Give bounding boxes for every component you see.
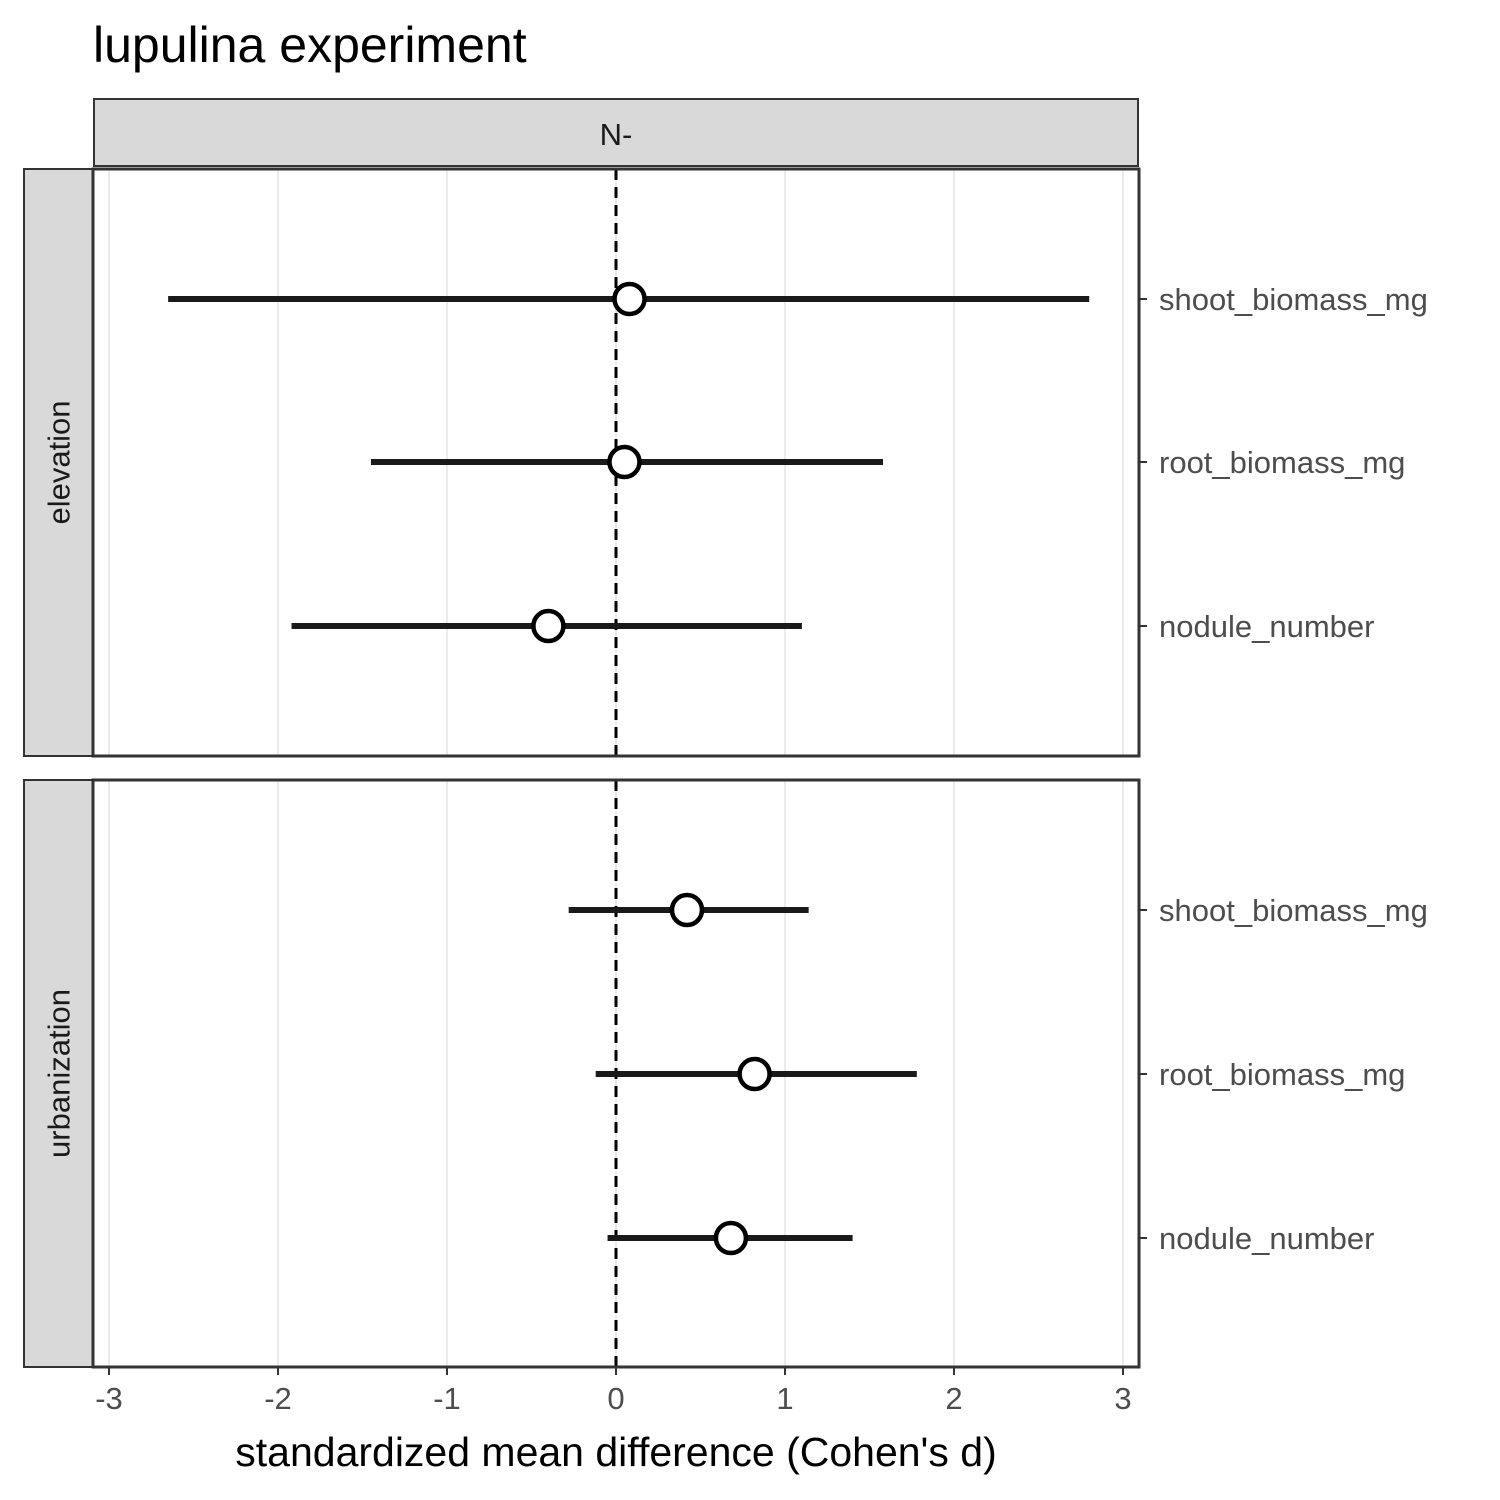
column-strip-bg <box>93 98 1139 167</box>
point-root_biomass_mg <box>737 1056 772 1092</box>
row-strip-label: urbanization <box>42 989 77 1158</box>
row-strip-urbanization <box>23 779 94 1368</box>
point-nodule_number <box>531 608 566 644</box>
y-tick-label: shoot_biomass_mg <box>1159 282 1428 317</box>
point-shoot_biomass_mg <box>669 892 705 928</box>
column-strip-label: N- <box>600 117 633 152</box>
x-axis-label: standardized mean difference (Cohen's d) <box>235 1429 996 1475</box>
x-tick-label: 2 <box>945 1381 962 1416</box>
row-strip-elevation <box>23 168 94 757</box>
y-tick-label: nodule_number <box>1159 609 1374 644</box>
x-tick-label: 1 <box>776 1381 793 1416</box>
row-strip-label: elevation <box>42 400 77 524</box>
y-tick-label: root_biomass_mg <box>1159 445 1405 480</box>
point-nodule_number <box>713 1220 749 1256</box>
panel-elevation: elevation shoot_biomass_mg root_biomass_mg… <box>23 167 1428 758</box>
panels-layer: elevation shoot_biomass_mg root_biomass_mg… <box>23 167 1428 1369</box>
x-axis: -3 -2 -1 0 1 2 3 <box>95 1367 1132 1416</box>
chart-title: lupulina experiment <box>93 17 527 73</box>
y-tick-label: root_biomass_mg <box>1159 1057 1405 1092</box>
x-tick-label: -3 <box>95 1381 123 1416</box>
point-shoot_biomass_mg <box>612 281 647 317</box>
panel-urbanization: urbanization shoot_biomass_mg root_biomass… <box>23 778 1428 1369</box>
point-root_biomass_mg <box>607 444 642 480</box>
x-tick-label: 3 <box>1114 1381 1131 1416</box>
x-tick-label: 0 <box>607 1381 624 1416</box>
x-tick-label: -2 <box>264 1381 292 1416</box>
y-tick-label: nodule_number <box>1159 1221 1374 1256</box>
y-tick-label: shoot_biomass_mg <box>1159 893 1428 928</box>
panel-border <box>91 167 1141 758</box>
x-tick-label: -1 <box>433 1381 461 1416</box>
